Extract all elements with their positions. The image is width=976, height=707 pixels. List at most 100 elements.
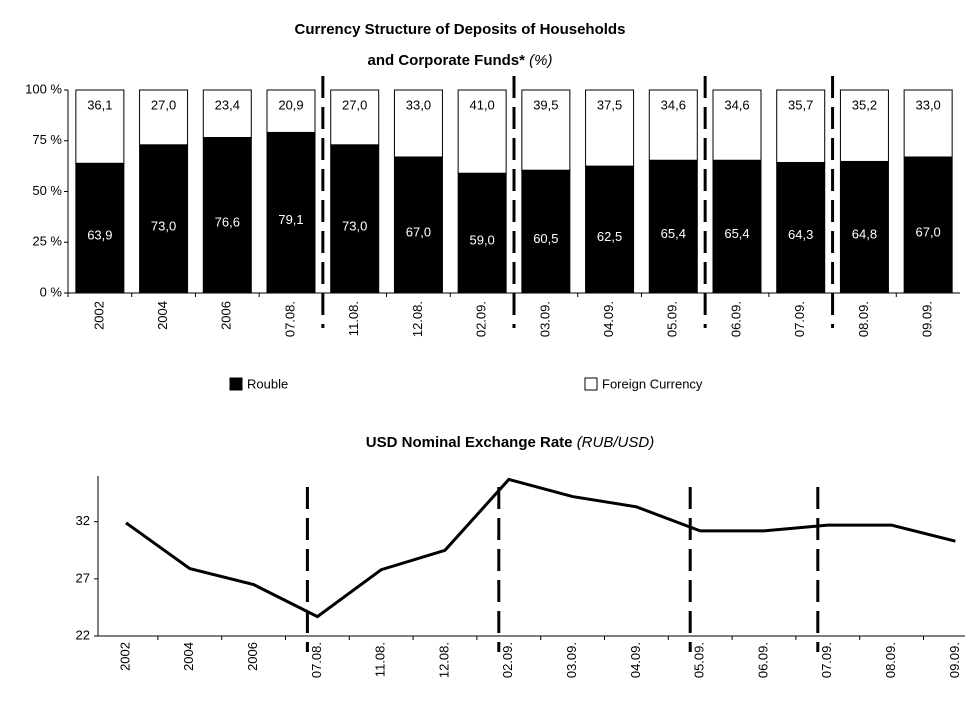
bar-segment bbox=[903, 89, 953, 158]
bar-segment bbox=[776, 161, 826, 294]
chart-title-unit: (%) bbox=[529, 52, 552, 69]
bar-segment bbox=[585, 165, 635, 294]
y-tick-label: 25 % bbox=[32, 234, 62, 249]
data-label: 67,0 bbox=[406, 224, 431, 239]
x-tick-label: 08.09. bbox=[856, 301, 871, 337]
data-label: 34,6 bbox=[661, 97, 686, 112]
data-label: 20,9 bbox=[278, 97, 303, 112]
data-label: 41,0 bbox=[469, 97, 494, 112]
data-label: 23,4 bbox=[215, 97, 240, 112]
x-tick-label: 07.09. bbox=[792, 301, 807, 337]
data-label: 34,6 bbox=[724, 97, 749, 112]
x-tick-label: 2006 bbox=[245, 642, 260, 671]
chart-title-unit: (RUB/USD) bbox=[577, 434, 655, 451]
bar-segment bbox=[266, 89, 316, 133]
x-tick-label: 2004 bbox=[181, 642, 196, 671]
bar-segment bbox=[521, 89, 571, 171]
data-label: 64,3 bbox=[788, 227, 813, 242]
bar-segment bbox=[202, 137, 252, 294]
chart-title: Currency Structure of Deposits of Househ… bbox=[295, 21, 626, 38]
y-tick-label: 100 % bbox=[25, 81, 62, 96]
data-label: 73,0 bbox=[151, 218, 176, 233]
y-tick-label: 75 % bbox=[32, 132, 62, 147]
data-label: 65,4 bbox=[661, 226, 686, 241]
x-tick-label: 2006 bbox=[219, 301, 234, 330]
bar-segment bbox=[139, 89, 189, 146]
bar-segment bbox=[585, 89, 635, 167]
x-tick-label: 05.09. bbox=[692, 642, 707, 678]
x-tick-label: 11.08. bbox=[346, 301, 361, 336]
bar-segment bbox=[330, 144, 380, 294]
x-tick-label: 07.08. bbox=[282, 301, 297, 337]
bar-segment bbox=[712, 159, 762, 294]
bar-segment bbox=[839, 89, 889, 162]
x-tick-label: 06.09. bbox=[755, 642, 770, 678]
x-tick-label: 03.09. bbox=[564, 642, 579, 678]
data-label: 39,5 bbox=[533, 97, 558, 112]
data-label: 62,5 bbox=[597, 229, 622, 244]
x-tick-label: 03.09. bbox=[537, 301, 552, 337]
data-label: 35,7 bbox=[788, 97, 813, 112]
x-tick-label: 02.09. bbox=[500, 642, 515, 678]
x-tick-label: 11.08. bbox=[373, 642, 388, 677]
data-label: 27,0 bbox=[151, 97, 176, 112]
bar-segment bbox=[903, 156, 953, 294]
x-tick-label: 02.09. bbox=[474, 301, 489, 337]
bar-segment bbox=[393, 89, 443, 158]
data-label: 73,0 bbox=[342, 218, 367, 233]
x-tick-label: 07.09. bbox=[819, 642, 834, 678]
bar-segment bbox=[521, 169, 571, 294]
x-tick-label: 06.09. bbox=[728, 301, 743, 337]
data-label: 64,8 bbox=[852, 227, 877, 242]
bar-segment bbox=[266, 131, 316, 294]
x-tick-label: 09.09. bbox=[947, 642, 962, 678]
data-label: 79,1 bbox=[278, 212, 303, 227]
y-tick-label: 32 bbox=[76, 513, 90, 528]
data-label: 60,5 bbox=[533, 231, 558, 246]
y-tick-label: 0 % bbox=[40, 284, 63, 299]
bar-segment bbox=[712, 89, 762, 161]
chart-title: USD Nominal Exchange Rate (RUB/USD) bbox=[366, 434, 654, 451]
chart-title: and Corporate Funds* (%) bbox=[367, 52, 552, 69]
x-tick-label: 04.09. bbox=[628, 642, 643, 678]
data-label: 65,4 bbox=[724, 226, 749, 241]
bar-segment bbox=[839, 160, 889, 294]
bar-segment bbox=[139, 144, 189, 294]
legend-swatch bbox=[229, 377, 243, 391]
x-tick-label: 12.08. bbox=[436, 642, 451, 678]
data-label: 27,0 bbox=[342, 97, 367, 112]
bar-segment bbox=[648, 159, 698, 294]
bar-segment bbox=[648, 89, 698, 161]
data-label: 37,5 bbox=[597, 97, 622, 112]
legend-label: Foreign Currency bbox=[602, 376, 703, 391]
x-tick-label: 05.09. bbox=[665, 301, 680, 337]
x-tick-label: 2002 bbox=[91, 301, 106, 330]
x-tick-label: 08.09. bbox=[883, 642, 898, 678]
data-label: 33,0 bbox=[915, 97, 940, 112]
bar-segment bbox=[393, 156, 443, 294]
y-tick-label: 50 % bbox=[32, 183, 62, 198]
y-tick-label: 27 bbox=[76, 570, 90, 585]
bar-segment bbox=[776, 89, 826, 163]
data-label: 36,1 bbox=[87, 97, 112, 112]
line-series bbox=[125, 477, 956, 619]
chart-title: USD Nominal Exchange Rate bbox=[366, 434, 573, 451]
data-label: 33,0 bbox=[406, 97, 431, 112]
bar-segment bbox=[330, 89, 380, 146]
legend-swatch bbox=[584, 377, 598, 391]
legend-label: Rouble bbox=[247, 376, 288, 391]
bar-segment bbox=[202, 89, 252, 139]
x-tick-label: 2004 bbox=[155, 301, 170, 330]
data-label: 76,6 bbox=[215, 215, 240, 230]
x-tick-label: 07.08. bbox=[309, 642, 324, 678]
data-label: 67,0 bbox=[915, 224, 940, 239]
x-tick-label: 2002 bbox=[117, 642, 132, 671]
x-tick-label: 09.09. bbox=[920, 301, 935, 337]
y-tick-label: 22 bbox=[76, 627, 90, 642]
data-label: 59,0 bbox=[469, 233, 494, 248]
bar-segment bbox=[75, 162, 125, 294]
data-label: 35,2 bbox=[852, 97, 877, 112]
bar-segment bbox=[457, 89, 507, 174]
bar-segment bbox=[75, 89, 125, 164]
